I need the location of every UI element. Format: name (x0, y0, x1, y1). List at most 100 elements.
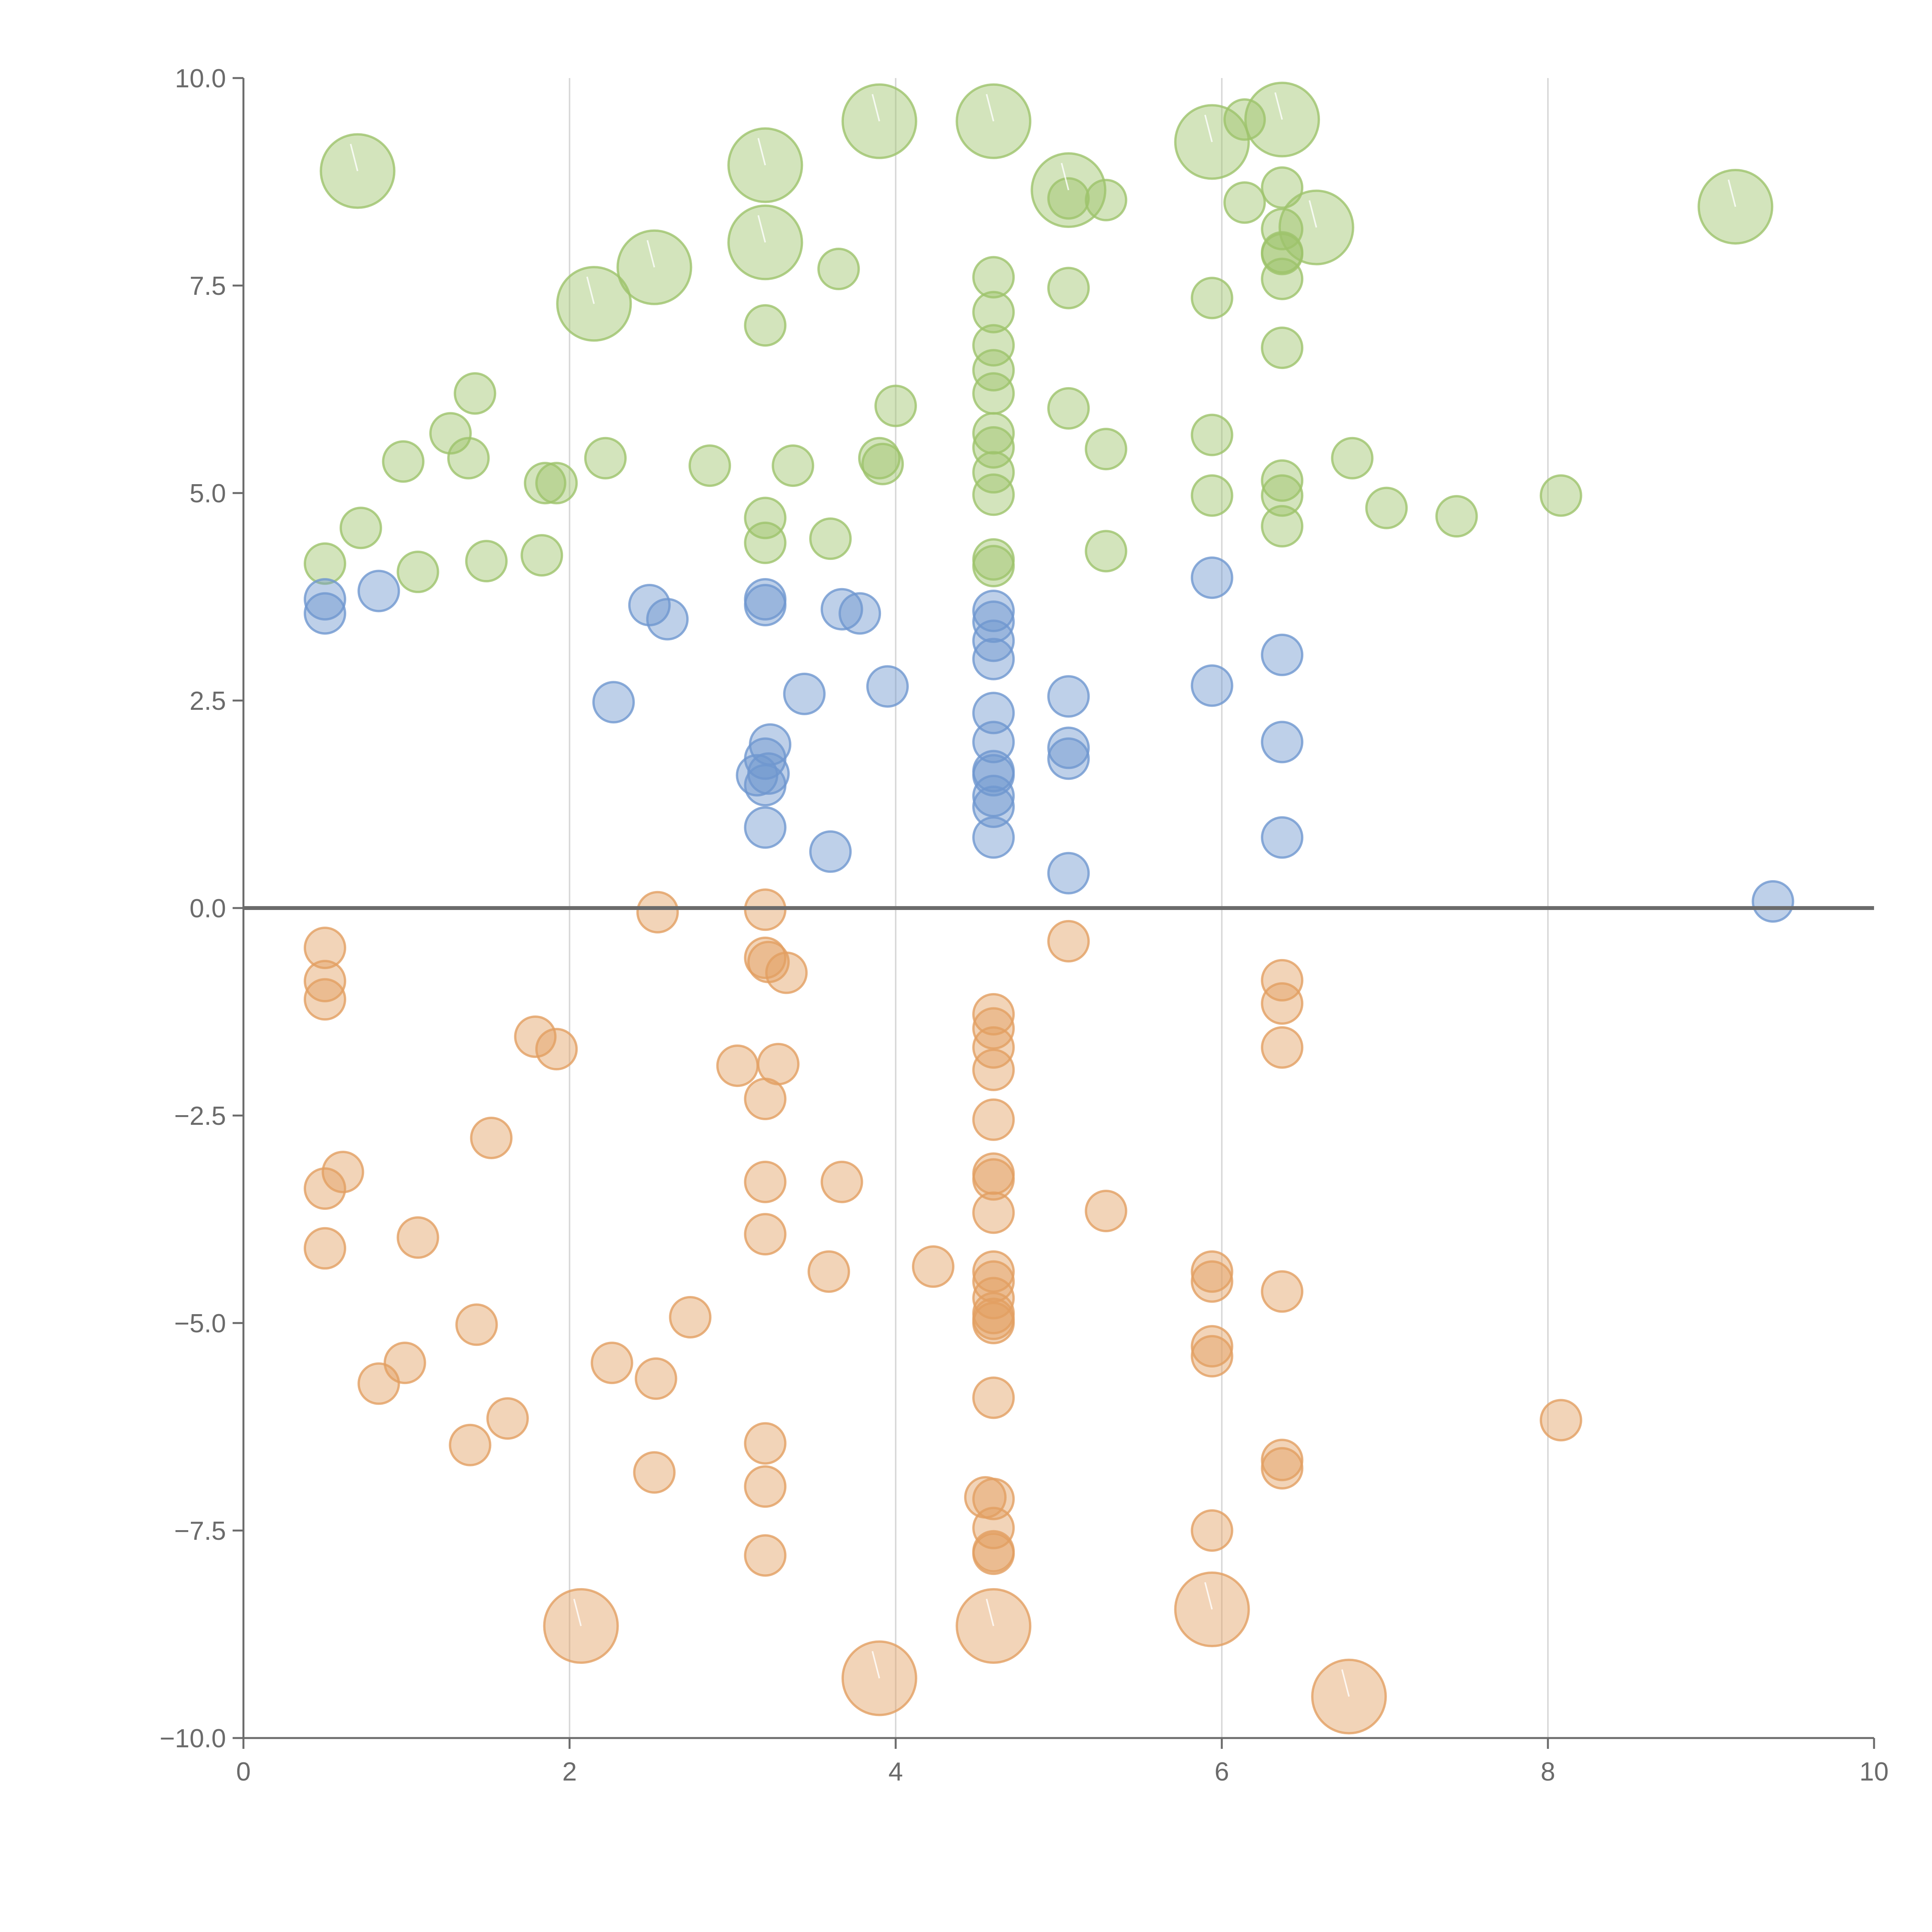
blue-small-point-29 (972, 816, 1015, 859)
y-tick-label: −2.5 (174, 1101, 226, 1131)
green-small-point-20 (817, 248, 860, 291)
orange-small-point-49 (972, 1376, 1015, 1419)
green-small-point-54 (1365, 486, 1408, 529)
green-small-point-38 (1085, 530, 1128, 573)
orange-small-point-15 (590, 1342, 633, 1384)
orange-small-point-32 (807, 1250, 850, 1293)
green-annotation-leader-3 (757, 138, 766, 166)
green-small-point-44 (1261, 166, 1304, 209)
blue-small-point-19 (972, 590, 1015, 633)
orange-annotation-leader-0 (573, 1599, 582, 1626)
orange-small-point-4 (321, 1151, 364, 1194)
green-small-point-2 (382, 440, 425, 483)
green-small-point-10 (535, 462, 578, 505)
x-tick-label: 10 (1859, 1757, 1889, 1786)
blue-small-point-7 (744, 583, 787, 626)
blue-small-point-27 (972, 775, 1015, 818)
green-small-point-45 (1261, 207, 1304, 250)
blue-small-point-13 (744, 806, 787, 849)
blue-small-point-32 (1047, 737, 1090, 780)
orange-small-point-48 (972, 1302, 1015, 1344)
green-small-point-55 (1435, 495, 1478, 538)
orange-small-point-14 (535, 1028, 578, 1071)
green-small-point-5 (447, 437, 490, 480)
blue-small-point-16 (820, 588, 863, 631)
blue-small-point-1 (304, 592, 346, 635)
axis-layer: −10.0 −7.5 −5.0 −2.5 0.0 2.5 5.0 7.5 10.0 0 2 4 6 8 10 (160, 64, 1889, 1786)
green-small-point-16 (809, 517, 852, 560)
orange-small-point-58 (1190, 1260, 1233, 1303)
green-small-point-8 (520, 534, 563, 577)
green-annotation-leader-10 (1308, 200, 1317, 228)
blue-small-point-21 (972, 619, 1015, 662)
green-small-point-28 (972, 426, 1015, 469)
orange-small-point-16 (633, 1451, 676, 1494)
green-small-point-24 (972, 324, 1015, 367)
orange-small-point-0 (304, 927, 346, 969)
orange-small-point-26 (744, 1078, 787, 1121)
green-annotation-leader-7 (1061, 163, 1070, 190)
green-small-point-4 (429, 412, 472, 455)
green-annotation-leader-5 (871, 94, 880, 122)
y-tick-label: 10.0 (175, 64, 226, 93)
green-small-point-12 (688, 444, 731, 487)
blue-small-point-5 (646, 598, 689, 641)
blue-small-point-18 (866, 665, 909, 708)
green-small-point-25 (972, 349, 1015, 392)
orange-small-point-41 (972, 1158, 1015, 1201)
orange-small-point-29 (744, 1422, 787, 1465)
green-small-point-7 (465, 540, 508, 583)
blue-small-point-30 (1047, 675, 1090, 718)
orange-small-point-68 (1539, 1399, 1582, 1442)
green-small-point-32 (972, 545, 1015, 588)
green-small-point-13 (744, 497, 787, 539)
green-small-point-9 (524, 462, 566, 505)
orange-small-point-28 (744, 1213, 787, 1256)
orange-small-point-24 (765, 951, 808, 994)
orange-small-point-5 (304, 1227, 346, 1270)
orange-small-point-59 (1190, 1325, 1233, 1368)
orange-small-point-63 (1261, 982, 1304, 1025)
x-tick-label: 6 (1214, 1757, 1229, 1786)
annotation-layer (350, 92, 1736, 1697)
green-small-point-19 (744, 304, 787, 347)
green-small-point-49 (1261, 327, 1304, 369)
green-annotation-leader-11 (1728, 179, 1736, 207)
blue-small-point-31 (1047, 726, 1090, 769)
green-annotation-leader-1 (586, 276, 595, 304)
y-tick-label: −7.5 (174, 1516, 226, 1546)
green-small-point-21 (874, 384, 917, 427)
orange-small-point-18 (636, 891, 679, 934)
green-small-point-41 (1190, 474, 1233, 517)
green-small-point-36 (1085, 179, 1128, 221)
green-small-point-50 (1261, 459, 1304, 502)
blue-small-point-24 (972, 721, 1015, 764)
green-annotation-leader-2 (646, 240, 655, 268)
green-small-point-33 (1047, 267, 1090, 310)
blue-small-point-15 (809, 830, 852, 873)
orange-annotation-leader-2 (986, 1599, 995, 1626)
orange-small-point-1 (304, 960, 346, 1003)
green-annotation-leader-0 (350, 144, 359, 172)
blue-small-point-3 (592, 681, 635, 724)
orange-small-point-27 (744, 1160, 787, 1203)
green-small-point-39 (1190, 277, 1233, 320)
orange-small-point-8 (396, 1216, 439, 1259)
green-small-point-47 (1261, 233, 1304, 276)
green-annotation-leader-8 (1204, 114, 1213, 142)
blue-small-point-22 (972, 638, 1015, 680)
orange-small-point-60 (1190, 1335, 1233, 1378)
orange-small-point-35 (972, 993, 1015, 1036)
orange-small-point-3 (304, 1167, 346, 1210)
blue-small-point-4 (628, 583, 671, 626)
blue-small-point-36 (1261, 633, 1304, 676)
x-tick-label: 4 (888, 1757, 903, 1786)
blue-small-point-35 (1190, 664, 1233, 707)
green-small-point-27 (972, 412, 1015, 455)
orange-small-point-20 (716, 1044, 759, 1087)
orange-small-point-10 (455, 1303, 498, 1346)
orange-small-point-17 (634, 1357, 677, 1400)
orange-annotation-leader-3 (1204, 1582, 1213, 1610)
y-tick-label: 5.0 (189, 479, 226, 508)
x-tick-label: 8 (1541, 1757, 1555, 1786)
